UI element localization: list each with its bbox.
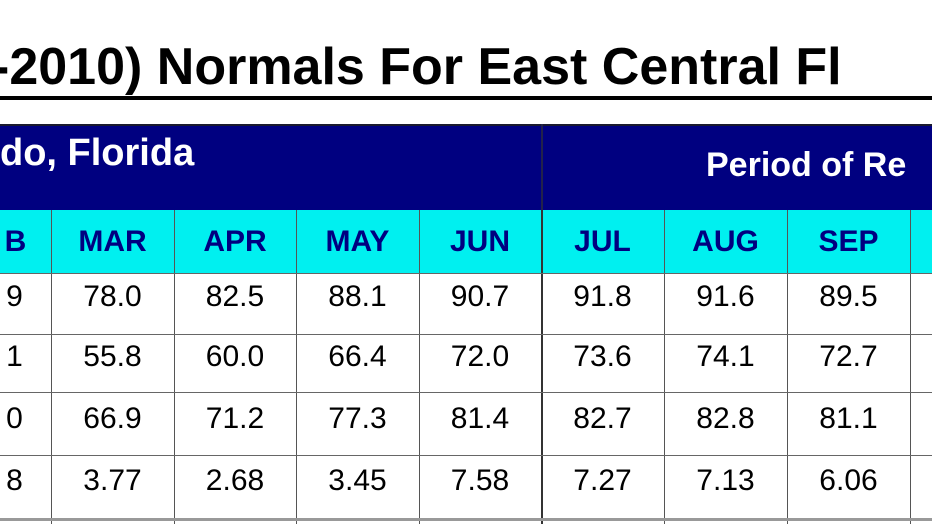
table-cell: 82.8	[696, 402, 755, 435]
table-cell: 77.3	[328, 402, 387, 435]
table-cell: 7.27	[573, 464, 632, 497]
month-header: SEP	[818, 225, 879, 258]
row-divider	[0, 518, 932, 521]
table-cell: 60.0	[205, 340, 265, 373]
column-divider	[296, 210, 297, 524]
table-cell: 2.68	[205, 464, 265, 497]
table-cell: 9	[6, 280, 23, 313]
column-divider	[419, 210, 420, 524]
table-cell: 6.06	[819, 464, 878, 497]
column-divider	[664, 210, 665, 524]
month-header: B	[4, 225, 27, 258]
month-header: MAY	[325, 225, 390, 258]
table-cell: 3.77	[83, 464, 142, 497]
table-cell: 7.13	[696, 464, 755, 497]
page-title: -2010) Normals For East Central Fl	[0, 38, 842, 96]
row-divider	[0, 392, 932, 393]
table-cell: 0	[6, 402, 23, 435]
table-cell: 74.1	[696, 340, 755, 373]
month-header: MAR	[78, 225, 147, 258]
table-cell: 88.1	[328, 280, 387, 313]
table-cell: 78.0	[83, 280, 142, 313]
period-of-record-label: Period of Re	[706, 146, 907, 184]
table-header-band	[0, 124, 932, 210]
table-cell: 72.7	[819, 340, 878, 373]
row-divider	[0, 334, 932, 335]
table-cell: 81.4	[450, 402, 510, 435]
table-cell: 3.45	[328, 464, 387, 497]
table-cell: 66.4	[328, 340, 387, 373]
month-header: AUG	[692, 225, 759, 258]
month-header: JUL	[574, 225, 631, 258]
header-divider	[541, 124, 543, 210]
column-divider	[787, 210, 788, 524]
table-cell: 82.7	[573, 402, 632, 435]
table-cell: 89.5	[819, 280, 878, 313]
title-underline	[0, 96, 932, 100]
table-cell: 55.8	[83, 340, 142, 373]
month-header-row	[0, 210, 932, 273]
column-divider	[51, 210, 52, 524]
row-divider	[0, 273, 932, 274]
table-cell: 71.2	[205, 402, 265, 435]
table-cell: 7.58	[450, 464, 510, 497]
row-divider	[0, 455, 932, 456]
table-cell: 91.8	[573, 280, 632, 313]
table-cell: 82.5	[205, 280, 265, 313]
table-cell: 90.7	[450, 280, 510, 313]
station-name: do, Florida	[0, 132, 195, 174]
table-cell: 8	[6, 464, 23, 497]
column-divider	[541, 210, 543, 524]
table-cell: 73.6	[573, 340, 632, 373]
table-cell: 1	[6, 340, 23, 373]
table-cell: 72.0	[450, 340, 510, 373]
table-cell: 91.6	[696, 280, 755, 313]
month-header: APR	[203, 225, 267, 258]
column-divider	[174, 210, 175, 524]
column-divider	[910, 210, 911, 524]
table-cell: 66.9	[83, 402, 142, 435]
month-header: JUN	[449, 225, 510, 258]
table-cell: 81.1	[819, 402, 878, 435]
